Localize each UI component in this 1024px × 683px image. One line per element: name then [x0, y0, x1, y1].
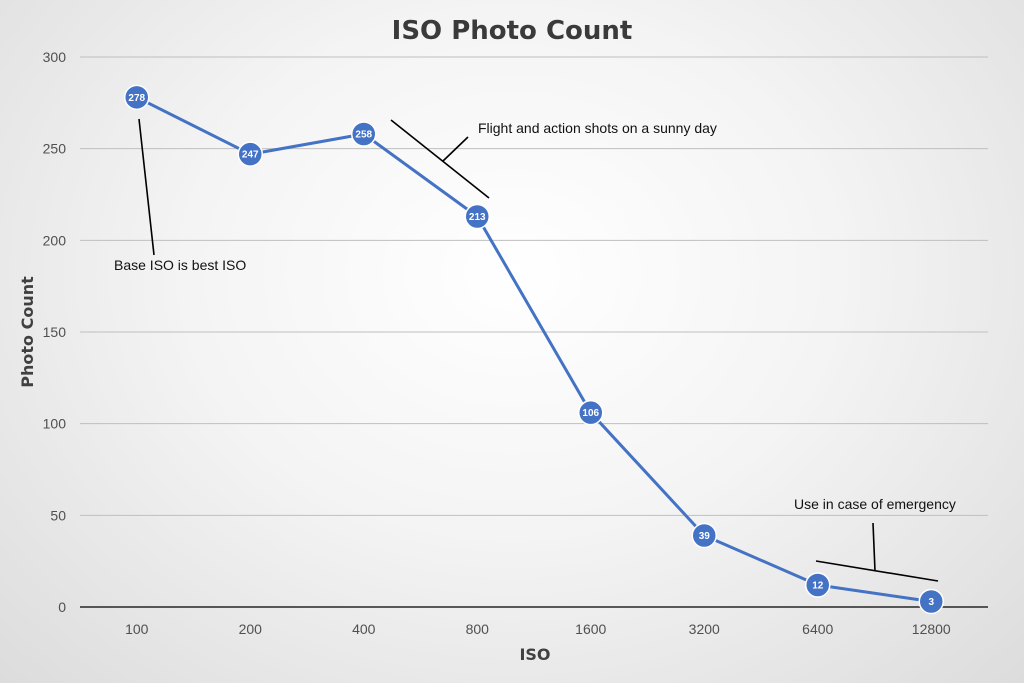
x-tick-label: 12800 [912, 621, 951, 637]
annotation-leader-line [138, 118, 155, 256]
chart-title: ISO Photo Count [392, 16, 633, 46]
annotation-leader-line [390, 119, 490, 199]
x-tick-label: 200 [239, 621, 263, 637]
x-tick-label: 1600 [575, 621, 606, 637]
series-layer: 278 247 258 213 106 39 12 3 [124, 84, 944, 615]
data-label: 3 [928, 597, 934, 608]
y-tick-label: 50 [50, 507, 66, 523]
y-tick-label: 250 [43, 141, 67, 157]
annotation-leader-line [815, 560, 939, 582]
data-label: 213 [469, 212, 486, 223]
data-point [351, 121, 377, 147]
annotation-leader-line [872, 522, 876, 572]
y-tick-label: 100 [43, 416, 67, 432]
x-tick-label: 800 [466, 621, 490, 637]
annotation-label: Base ISO is best ISO [114, 257, 246, 273]
data-point [124, 84, 150, 111]
x-axis-title: ISO [519, 645, 550, 664]
data-label: 247 [242, 150, 259, 161]
y-tick-label: 150 [43, 324, 67, 340]
y-tick-label: 300 [43, 49, 67, 65]
annotations: Base ISO is best ISO Flight and action sh… [114, 118, 956, 582]
data-label: 278 [128, 93, 145, 104]
x-tick-label: 100 [125, 621, 149, 637]
data-point [464, 203, 490, 230]
annotation-leader-line [442, 136, 469, 162]
x-axis-ticks: 100 200 400 800 1600 3200 6400 12800 [125, 621, 951, 637]
y-axis-title: Photo Count [18, 276, 37, 388]
y-axis-ticks: 0 50 100 150 200 250 300 [43, 49, 67, 615]
y-tick-label: 0 [58, 599, 66, 615]
series-line [135, 95, 933, 603]
annotation-label: Use in case of emergency [794, 496, 956, 512]
data-label: 39 [699, 531, 711, 542]
gridlines [80, 56, 988, 608]
annotation-label: Flight and action shots on a sunny day [478, 120, 717, 136]
data-point [691, 522, 717, 549]
data-point [237, 141, 263, 167]
x-tick-label: 6400 [802, 621, 833, 637]
data-point [805, 572, 831, 598]
data-point [578, 399, 604, 426]
data-label: 258 [355, 130, 372, 141]
data-label: 12 [812, 581, 824, 592]
y-tick-label: 200 [43, 232, 67, 248]
x-tick-label: 3200 [689, 621, 720, 637]
data-point [918, 588, 944, 615]
data-label: 106 [582, 408, 599, 419]
x-tick-label: 400 [352, 621, 376, 637]
